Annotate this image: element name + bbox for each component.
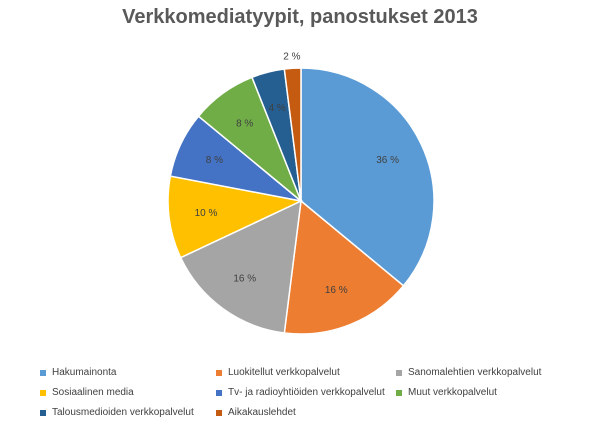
pie-slice-2 — [283, 199, 405, 335]
legend-label: Tv- ja radioyhtiöiden verkkopalvelut — [228, 387, 385, 398]
legend-swatch — [40, 369, 46, 376]
legend-swatch — [40, 389, 46, 396]
legend-label: Talousmedioiden verkkopalvelut — [52, 407, 194, 418]
legend-item-3: Sanomalehtien verkkopalvelut — [396, 367, 541, 378]
slice-label-5: 8 % — [206, 155, 223, 166]
legend-item-2: Luokitellut verkkopalvelut — [216, 367, 340, 378]
legend-label: Luokitellut verkkopalvelut — [228, 367, 340, 378]
legend-item-7: Talousmedioiden verkkopalvelut — [40, 407, 194, 418]
pie-slice-4 — [167, 175, 304, 259]
legend-item-6: Muut verkkopalvelut — [396, 387, 497, 398]
legend-item-5: Tv- ja radioyhtiöiden verkkopalvelut — [216, 387, 385, 398]
pie-slice-3 — [179, 199, 302, 334]
legend-label: Muut verkkopalvelut — [408, 387, 497, 398]
slice-label-2: 16 % — [325, 285, 348, 296]
slice-label-3: 16 % — [233, 273, 256, 284]
legend-label: Aikakauslehdet — [228, 407, 296, 418]
legend-swatch — [216, 389, 222, 396]
legend-label: Sanomalehtien verkkopalvelut — [408, 367, 542, 378]
legend-swatch — [396, 369, 402, 376]
legend-swatch — [216, 409, 222, 416]
slice-label-6: 8 % — [236, 119, 253, 130]
chart-title: Verkkomediatyypit, panostukset 2013 — [122, 6, 478, 28]
legend-swatch — [40, 409, 46, 416]
legend-item-1: Hakumainonta — [40, 367, 116, 378]
legend-item-4: Sosiaalinen media — [40, 387, 134, 398]
legend-swatch — [396, 389, 402, 396]
legend-item-8: Aikakauslehdet — [216, 407, 296, 418]
legend-label: Hakumainonta — [52, 367, 117, 378]
slice-label-4: 10 % — [195, 208, 218, 219]
slice-label-8: 2 % — [283, 51, 300, 62]
slice-label-7: 4 % — [269, 103, 286, 114]
legend-swatch — [216, 369, 222, 376]
slice-label-1: 36 % — [376, 155, 399, 166]
pie-slice-8 — [283, 67, 302, 202]
pie-slice-1 — [300, 67, 435, 287]
legend-label: Sosiaalinen media — [52, 387, 134, 398]
